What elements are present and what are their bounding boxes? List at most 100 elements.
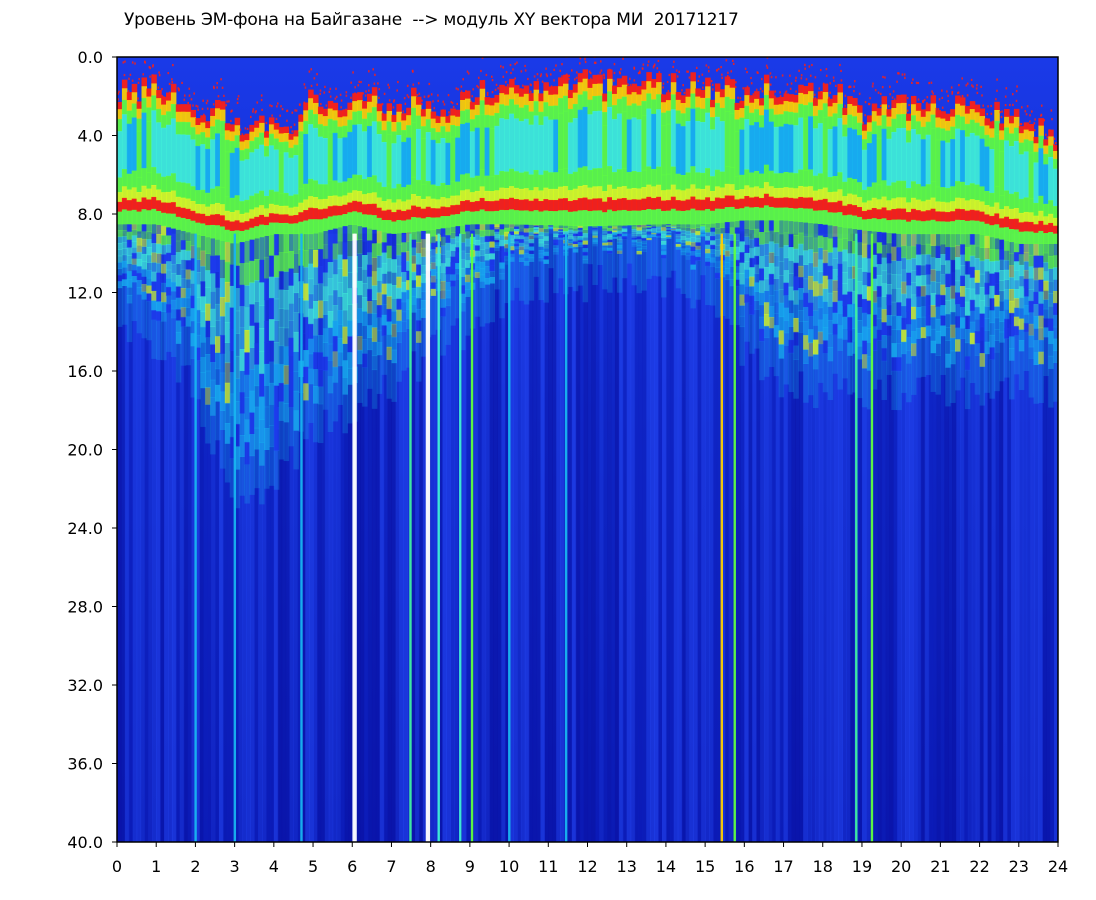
heatmap-cell — [661, 125, 667, 176]
heatmap-cell — [832, 236, 839, 248]
heatmap-cell — [254, 259, 260, 281]
heatmap-cell — [651, 79, 657, 89]
heatmap-cell — [930, 197, 937, 210]
heatmap-cell — [504, 171, 510, 189]
heatmap-cell — [518, 250, 525, 255]
heatmap-cell — [882, 75, 884, 79]
heatmap-cell — [317, 300, 324, 319]
heatmap-cell — [190, 283, 197, 297]
heatmap-cell — [717, 68, 720, 71]
heatmap-cell — [332, 258, 339, 275]
heatmap-cell — [249, 347, 255, 370]
heatmap-cell — [254, 343, 260, 366]
heatmap-cell — [146, 199, 152, 211]
heatmap-cell — [930, 281, 937, 294]
heatmap-cell — [303, 233, 309, 251]
streak-line — [470, 233, 474, 842]
heatmap-cell — [562, 83, 569, 97]
heatmap-cell — [621, 209, 628, 226]
heatmap-cell — [577, 73, 584, 83]
heatmap-cell — [131, 198, 138, 211]
heatmap-cell — [337, 226, 344, 242]
heatmap-cell — [979, 233, 985, 842]
heatmap-cell — [357, 110, 363, 125]
heatmap-cell — [999, 123, 1005, 131]
heatmap-cell — [891, 131, 897, 183]
heatmap-cell — [401, 291, 407, 303]
heatmap-cell — [265, 233, 271, 842]
heatmap-cell — [757, 71, 759, 74]
heatmap-cell — [231, 109, 233, 112]
heatmap-cell — [842, 114, 848, 126]
heatmap-cell — [915, 286, 922, 297]
heatmap-cell — [411, 247, 417, 257]
heatmap-cell — [558, 168, 564, 188]
heatmap-cell — [362, 214, 368, 228]
heatmap-cell — [1028, 300, 1035, 313]
heatmap-cell — [974, 245, 981, 259]
heatmap-cell — [239, 160, 246, 202]
heatmap-cell — [803, 335, 809, 350]
heatmap-cell — [1023, 221, 1030, 232]
heatmap-cell — [837, 313, 843, 327]
heatmap-cell — [317, 334, 324, 353]
heatmap-cell — [229, 212, 236, 223]
heatmap-cell — [288, 389, 295, 408]
heatmap-cell — [533, 81, 540, 91]
heatmap-cell — [866, 230, 873, 245]
heatmap-cell — [690, 81, 696, 94]
heatmap-cell — [1013, 316, 1020, 327]
heatmap-cell — [371, 192, 378, 205]
heatmap-cell — [573, 78, 576, 81]
heatmap-cell — [886, 126, 892, 140]
heatmap-cell — [714, 250, 721, 257]
heatmap-cell — [264, 449, 270, 489]
heatmap-cell — [474, 261, 481, 268]
heatmap-cell — [170, 118, 177, 174]
heatmap-cell — [308, 207, 314, 220]
heatmap-cell — [928, 233, 934, 842]
heatmap-cell — [352, 224, 358, 241]
heatmap-cell — [700, 232, 706, 235]
heatmap-cell — [881, 207, 888, 219]
heatmap-cell — [631, 171, 638, 189]
heatmap-cell — [768, 295, 775, 307]
heatmap-cell — [484, 272, 491, 279]
heatmap-cell — [180, 111, 187, 123]
heatmap-cell — [206, 107, 209, 110]
heatmap-cell — [670, 231, 677, 271]
heatmap-cell — [1028, 131, 1035, 142]
heatmap-cell — [906, 120, 912, 131]
heatmap-cell — [332, 233, 338, 842]
heatmap-cell — [474, 223, 481, 230]
heatmap-cell — [190, 186, 197, 202]
heatmap-cell — [229, 140, 236, 154]
heatmap-cell — [923, 98, 926, 102]
heatmap-cell — [1043, 119, 1046, 122]
heatmap-cell — [504, 243, 510, 249]
heatmap-cell — [450, 115, 456, 126]
heatmap-cell — [1018, 350, 1025, 391]
heatmap-cell — [357, 239, 363, 254]
heatmap-cell — [941, 96, 944, 100]
heatmap-cell — [793, 304, 799, 319]
heatmap-cell — [518, 121, 525, 174]
heatmap-cell — [989, 322, 995, 336]
heatmap-cell — [297, 233, 302, 842]
heatmap-cell — [210, 108, 216, 117]
heatmap-cell — [597, 95, 603, 112]
heatmap-cell — [455, 204, 461, 215]
heatmap-cell — [303, 133, 309, 185]
heatmap-cell — [455, 116, 461, 127]
heatmap-cell — [1043, 262, 1049, 272]
heatmap-cell — [180, 240, 187, 251]
heatmap-cell — [543, 244, 549, 249]
heatmap-cell — [920, 285, 927, 297]
heatmap-cell — [636, 227, 643, 231]
heatmap-cell — [460, 242, 466, 252]
heatmap-cell — [827, 176, 834, 193]
heatmap-cell — [959, 130, 966, 183]
heatmap-cell — [364, 233, 369, 842]
heatmap-cell — [298, 121, 304, 132]
heatmap-cell — [219, 204, 226, 216]
